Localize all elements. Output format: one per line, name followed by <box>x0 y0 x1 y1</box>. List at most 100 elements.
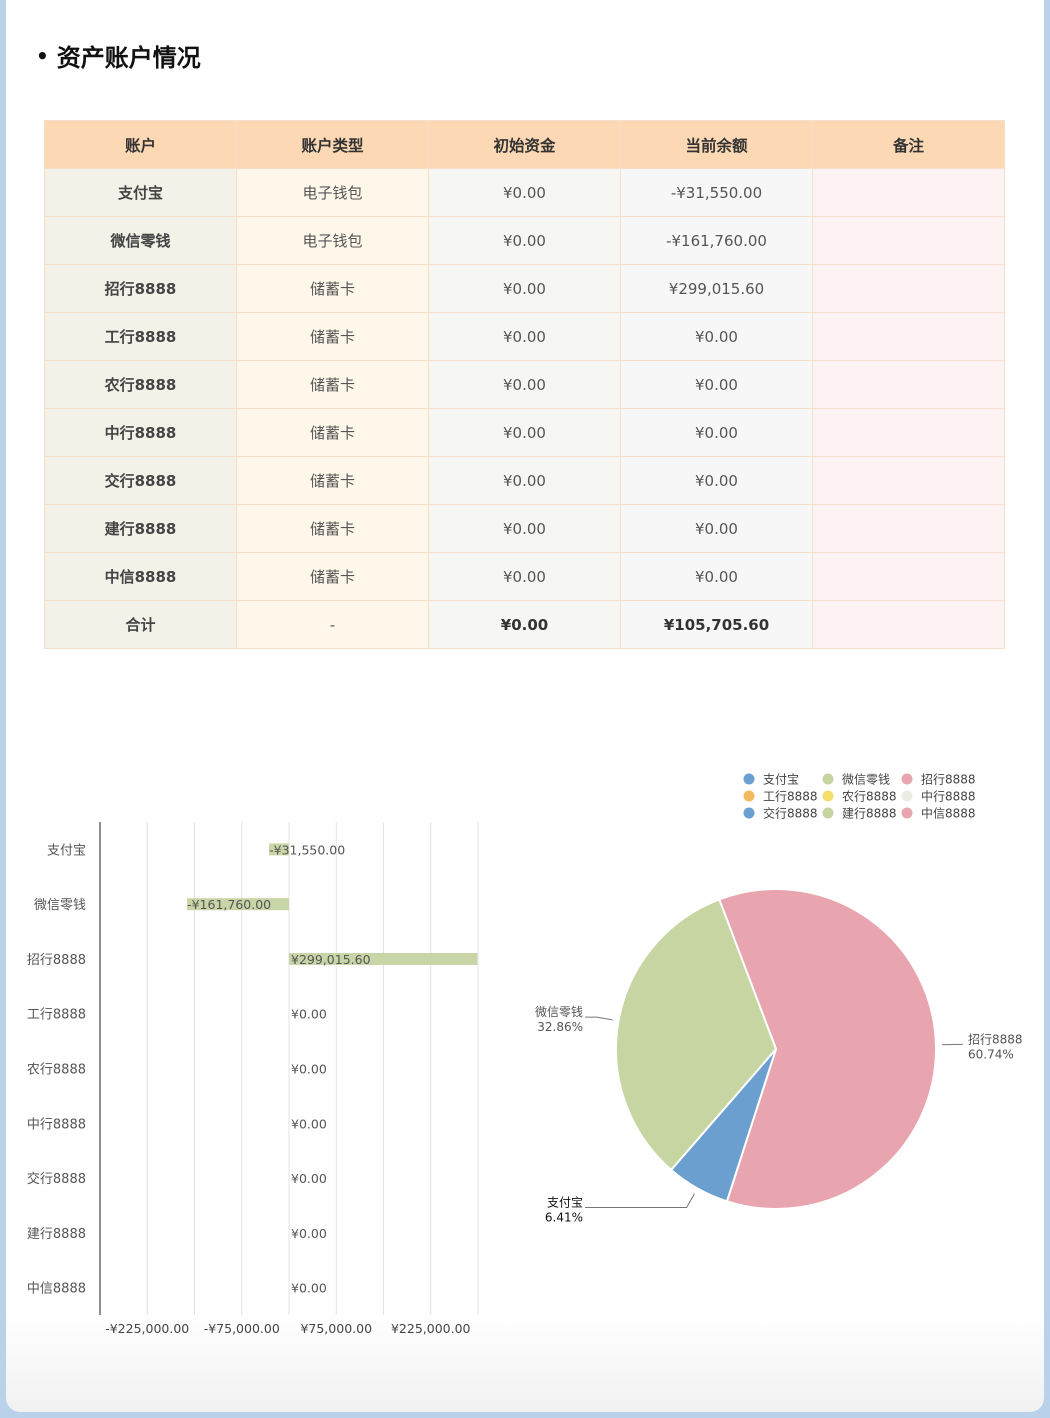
y-category-label: 建行8888 <box>27 1227 86 1242</box>
cell-account: 建行8888 <box>44 504 237 553</box>
pie-leader-line <box>585 1016 613 1021</box>
cell-account: 交行8888 <box>44 456 237 505</box>
cell-type: 电子钱包 <box>236 168 429 217</box>
total-row: 合计 - ¥0.00 ¥105,705.60 <box>44 600 1005 649</box>
column-header-initial: 初始资金 <box>428 120 621 169</box>
y-category-label: 微信零钱 <box>34 898 86 913</box>
cell-initial: ¥0.00 <box>428 360 621 409</box>
pie-slice-招行8888 <box>717 888 937 1210</box>
pie-label-percent: 60.74% <box>968 1047 1014 1061</box>
cell-account: 招行8888 <box>44 264 237 313</box>
cell-note <box>812 600 1005 649</box>
cell-initial: ¥0.00 <box>428 264 621 313</box>
section-heading: • 资产账户情况 <box>36 38 201 73</box>
cell-account: 合计 <box>44 600 237 649</box>
legend-marker <box>743 790 755 802</box>
table-header-row: 账户 账户类型 初始资金 当前余额 备注 <box>44 120 1005 169</box>
cell-type: 电子钱包 <box>236 216 429 265</box>
cell-type: 储蓄卡 <box>236 264 429 313</box>
cell-note <box>812 552 1005 601</box>
pie-label-percent: 32.86% <box>537 1020 583 1034</box>
cell-note <box>812 456 1005 505</box>
column-header-type: 账户类型 <box>236 120 429 169</box>
column-header-balance: 当前余额 <box>620 120 813 169</box>
column-header-note: 备注 <box>812 120 1005 169</box>
cell-initial: ¥0.00 <box>428 312 621 361</box>
pie-label-name: 招行8888 <box>968 1032 1023 1046</box>
y-category-label: 中信8888 <box>27 1282 86 1297</box>
legend-item: 微信零钱 <box>842 772 890 787</box>
cell-balance: ¥0.00 <box>620 312 813 361</box>
legend-marker <box>901 790 913 802</box>
x-tick-label: ¥225,000.00 <box>391 1321 471 1336</box>
cell-type: 储蓄卡 <box>236 360 429 409</box>
cell-initial: ¥0.00 <box>428 216 621 265</box>
bar-data-label: ¥0.00 <box>291 1062 327 1077</box>
cell-balance: ¥299,015.60 <box>620 264 813 313</box>
cell-type: 储蓄卡 <box>236 312 429 361</box>
cell-balance: ¥0.00 <box>620 360 813 409</box>
legend-marker <box>901 773 913 785</box>
cell-balance: ¥0.00 <box>620 408 813 457</box>
cell-balance: ¥0.00 <box>620 504 813 553</box>
cell-account: 农行8888 <box>44 360 237 409</box>
x-tick-label: -¥225,000.00 <box>105 1321 189 1336</box>
cell-balance: ¥105,705.60 <box>620 600 813 649</box>
y-category-label: 农行8888 <box>27 1063 86 1078</box>
cell-type: 储蓄卡 <box>236 552 429 601</box>
cell-initial: ¥0.00 <box>428 408 621 457</box>
pie-label-percent: 6.41% <box>545 1211 583 1225</box>
legend-item: 建行8888 <box>842 807 897 821</box>
cell-note <box>812 408 1005 457</box>
legend-item: 中信8888 <box>921 806 976 821</box>
bar-data-label: -¥31,550.00 <box>269 842 345 857</box>
legend-marker <box>822 790 834 802</box>
table-row: 农行8888 储蓄卡 ¥0.00 ¥0.00 <box>44 360 1005 409</box>
pie-label-name: 微信零钱 <box>535 1004 583 1019</box>
cell-account: 中信8888 <box>44 552 237 601</box>
y-category-label: 工行8888 <box>27 1008 86 1023</box>
bar-data-label: ¥299,015.60 <box>291 952 371 967</box>
table-row: 招行8888 储蓄卡 ¥0.00 ¥299,015.60 <box>44 264 1005 313</box>
pie-leader-line <box>585 1193 695 1209</box>
cell-balance: ¥0.00 <box>620 552 813 601</box>
cell-note <box>812 264 1005 313</box>
balance-bar-chart: -¥225,000.00 -¥75,000.00 ¥75,000.00 ¥225,00… <box>27 822 479 1336</box>
bar-data-label: ¥0.00 <box>291 1007 327 1022</box>
cell-initial: ¥0.00 <box>428 600 621 649</box>
bar-data-label: ¥0.00 <box>291 1226 327 1241</box>
pie-label-name: 支付宝 <box>547 1196 583 1210</box>
legend-marker <box>901 807 913 819</box>
cell-type: - <box>236 600 429 649</box>
cell-account: 支付宝 <box>44 168 237 217</box>
cell-type: 储蓄卡 <box>236 456 429 505</box>
legend-marker <box>743 807 755 819</box>
y-category-label: 支付宝 <box>47 843 86 858</box>
y-category-label: 招行8888 <box>27 953 86 968</box>
cell-balance: -¥161,760.00 <box>620 216 813 265</box>
legend-item: 交行8888 <box>763 806 818 821</box>
cell-initial: ¥0.00 <box>428 552 621 601</box>
x-tick-label: -¥75,000.00 <box>204 1321 280 1336</box>
cell-note <box>812 168 1005 217</box>
cell-type: 储蓄卡 <box>236 408 429 457</box>
cell-initial: ¥0.00 <box>428 456 621 505</box>
pie-slice-微信零钱 <box>615 898 778 1172</box>
table-row: 工行8888 储蓄卡 ¥0.00 ¥0.00 <box>44 312 1005 361</box>
cell-initial: ¥0.00 <box>428 504 621 553</box>
legend-item: 招行8888 <box>921 773 976 787</box>
legend-item: 农行8888 <box>842 790 897 804</box>
legend-item: 中行8888 <box>921 789 976 804</box>
y-category-label: 交行8888 <box>27 1171 86 1187</box>
cell-note <box>812 504 1005 553</box>
cell-account: 微信零钱 <box>44 216 237 265</box>
bar-招行8888 <box>289 952 478 965</box>
cell-balance: ¥0.00 <box>620 456 813 505</box>
bar-data-label: ¥0.00 <box>291 1171 327 1186</box>
bar-data-label: -¥161,760.00 <box>187 897 271 912</box>
legend-item: 支付宝 <box>763 773 799 787</box>
legend-item: 工行8888 <box>763 790 818 804</box>
table-row: 交行8888 储蓄卡 ¥0.00 ¥0.00 <box>44 456 1005 505</box>
legend-marker <box>822 807 834 819</box>
